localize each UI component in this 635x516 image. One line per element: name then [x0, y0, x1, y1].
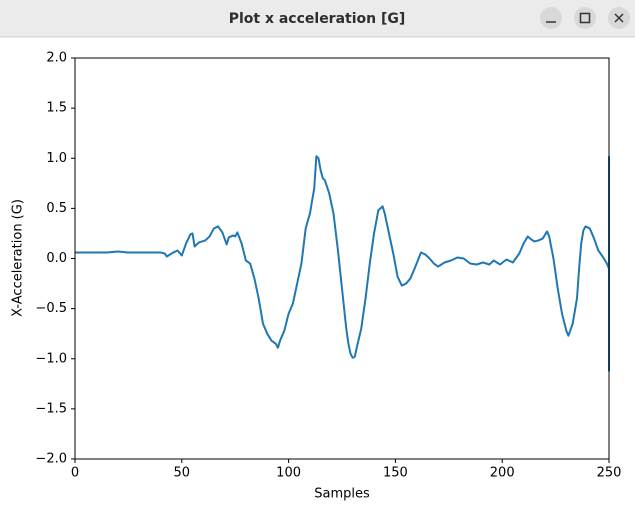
y-tick-label: −1.5 [35, 401, 67, 416]
x-tick-label: 0 [71, 466, 79, 481]
title-bar [0, 0, 635, 37]
maximize-button[interactable] [574, 7, 596, 29]
y-tick-label: 1.0 [46, 151, 67, 166]
y-tick-label: 0.0 [46, 251, 67, 266]
y-axis-label: X-Acceleration (G) [11, 199, 26, 317]
window-title: Plot x acceleration [G] [229, 11, 406, 27]
y-tick-label: −0.5 [35, 301, 67, 316]
x-tick-label: 250 [597, 466, 622, 481]
y-tick-label: −2.0 [35, 452, 67, 467]
y-tick-label: 2.0 [46, 51, 67, 66]
minimize-button[interactable] [540, 7, 562, 29]
x-axis-label: Samples [314, 487, 370, 502]
y-tick-label: 1.5 [46, 101, 67, 116]
data-line [75, 155, 610, 372]
x-tick-label: 150 [383, 466, 408, 481]
x-tick-label: 100 [276, 466, 301, 481]
y-tick-label: −1.0 [35, 351, 67, 366]
close-button[interactable] [608, 7, 630, 29]
plot-frame [74, 57, 610, 460]
y-tick-label: 0.5 [46, 201, 67, 216]
x-tick-label: 50 [174, 466, 191, 481]
x-tick-label: 200 [490, 466, 515, 481]
